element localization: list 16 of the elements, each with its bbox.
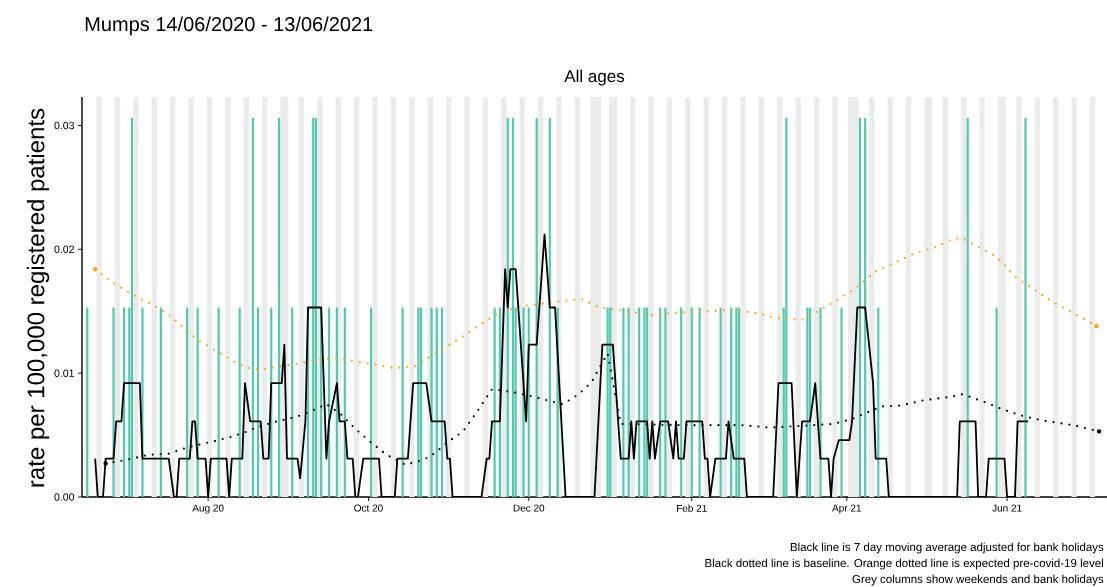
- x-tick-label: Dec 20: [513, 504, 545, 512]
- text: Black line is 7 day moving average adjusted for bank holidays: [790, 542, 1104, 554]
- x-tick-label: Aug 20: [192, 504, 224, 514]
- y-tick-label: 0.02: [54, 245, 74, 254]
- chart-subtitle: All ages: [564, 69, 625, 86]
- text: Grey columns show weekends and bank holidays: [852, 574, 1104, 586]
- x-tick-label: Apr 21: [832, 504, 862, 514]
- text: Black dotted line is baseline. Orange dotted line is expected pre-covid-19 level: [705, 558, 1103, 570]
- y-tick-label: 0.01: [54, 369, 74, 377]
- x-tick-label: Oct 20: [354, 504, 383, 512]
- y-tick-label: 0.03: [54, 121, 75, 130]
- chart-title: Mumps 14/06/2020 - 13/06/2021: [85, 16, 373, 36]
- x-tick-label: Feb 21: [676, 504, 707, 512]
- y-tick-label: 0.00: [54, 493, 75, 501]
- x-tick-label: Jun 21: [992, 504, 1022, 512]
- y-axis-title: rate per 100,000 registered patients: [26, 108, 50, 487]
